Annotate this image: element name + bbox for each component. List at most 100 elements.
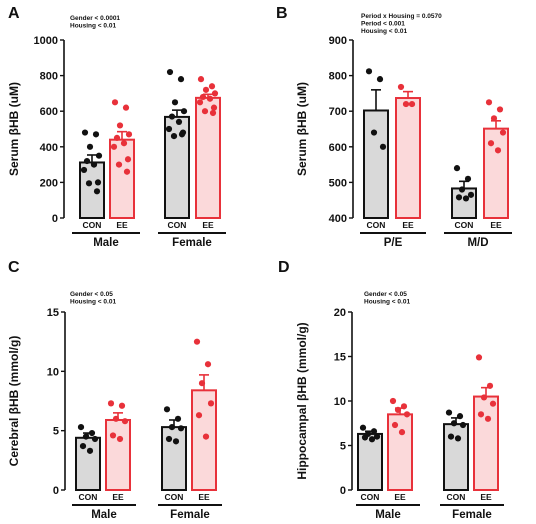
data-point [370, 129, 378, 136]
data-point [370, 428, 378, 435]
y-tick-label: 200 [40, 177, 58, 189]
data-point [113, 134, 121, 141]
data-point [454, 435, 462, 442]
data-point [365, 68, 373, 75]
group-label: Male [93, 237, 119, 249]
bar [75, 436, 101, 491]
y-tick-label: 600 [40, 106, 58, 118]
category-label: EE [402, 220, 414, 230]
data-point [116, 122, 124, 129]
data-point [80, 166, 88, 174]
bar [443, 423, 469, 492]
y-tick-label: 800 [40, 71, 58, 83]
category-label: CON [168, 220, 187, 230]
data-point [165, 125, 173, 133]
data-point [168, 113, 176, 120]
data-point [93, 188, 101, 195]
y-axis-label: Cerebral βHB (mmol/g) [7, 336, 21, 467]
y-tick-label: 0 [53, 485, 59, 497]
category-label: EE [490, 220, 502, 230]
data-point [171, 99, 179, 106]
bar [395, 97, 421, 219]
stats-text: Gender < 0.0001 [70, 15, 120, 22]
y-tick-label: 5 [340, 441, 346, 453]
data-point [464, 175, 472, 182]
data-point [456, 413, 464, 420]
data-point [484, 415, 492, 422]
bar-group-male-ee [109, 99, 135, 219]
data-point [199, 93, 207, 101]
y-tick-label: 10 [334, 396, 346, 408]
data-point [359, 424, 367, 431]
bar [473, 395, 499, 491]
data-point [95, 152, 103, 159]
bar [161, 426, 187, 491]
stats-text: Housing < 0.01 [361, 28, 407, 35]
group-label: Male [91, 509, 117, 521]
y-tick-label: 5 [53, 426, 59, 438]
data-point [397, 83, 405, 91]
data-point [165, 435, 173, 443]
bar [387, 413, 413, 492]
data-point [120, 140, 128, 147]
data-point [207, 400, 215, 407]
data-point [82, 433, 90, 440]
data-point [489, 400, 497, 407]
data-point [166, 68, 174, 76]
data-point [477, 411, 485, 418]
group-label: Female [172, 237, 212, 249]
data-point [174, 415, 182, 422]
data-point [486, 382, 494, 389]
data-point [111, 99, 119, 106]
data-point [170, 133, 178, 140]
bar-group-female-con [443, 409, 469, 492]
bar-group-male-con [75, 424, 101, 491]
data-point [379, 143, 387, 150]
stats-text: Housing < 0.01 [70, 299, 116, 306]
data-point [467, 191, 475, 198]
data-point [459, 421, 467, 429]
bar-group-male-ee [387, 397, 413, 492]
y-tick-label: 0 [52, 213, 58, 225]
data-point [112, 415, 120, 422]
data-point [373, 433, 381, 440]
group-label: M/D [467, 237, 488, 249]
group-label: P/E [384, 237, 403, 249]
bar-group-female-con [161, 406, 187, 491]
data-point [172, 438, 180, 445]
data-point [394, 406, 402, 413]
data-point [180, 108, 188, 115]
data-point [77, 424, 85, 431]
bar [195, 96, 221, 219]
data-point [177, 76, 185, 83]
data-point [368, 436, 376, 443]
bar [191, 389, 217, 492]
data-point [391, 421, 399, 429]
data-point [81, 129, 89, 136]
bar-group-pe-ee [395, 83, 421, 219]
data-point [124, 156, 132, 163]
data-point [94, 179, 102, 186]
data-point [122, 104, 130, 111]
data-point [85, 180, 93, 187]
data-point [178, 131, 186, 138]
data-point [91, 435, 99, 443]
data-point [408, 100, 416, 108]
data-point [121, 418, 129, 425]
stats-text: Gender < 0.05 [70, 291, 113, 298]
bar-group-female-con [164, 68, 190, 219]
category-label: EE [112, 492, 124, 502]
data-point [458, 186, 466, 193]
y-tick-label: 400 [40, 142, 58, 154]
category-label: CON [367, 220, 386, 230]
data-point [361, 434, 369, 441]
data-point [195, 412, 203, 419]
data-point [177, 425, 185, 432]
y-tick-label: 700 [329, 106, 347, 118]
y-tick-label: 15 [47, 307, 59, 319]
group-label: Female [170, 509, 210, 521]
data-point [210, 104, 218, 111]
category-label: EE [480, 492, 492, 502]
